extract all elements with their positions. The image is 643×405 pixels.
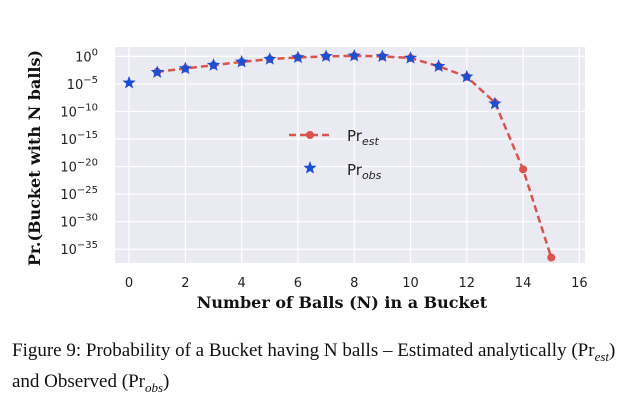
x-tick-label: 16 [571, 276, 588, 291]
series-obs-point [488, 96, 502, 110]
legend: Prest Probs [289, 127, 382, 182]
series-obs-point [263, 52, 277, 65]
legend-est-label: Prest [347, 127, 379, 148]
y-tick-label: 10−10 [60, 102, 98, 120]
legend-obs-star [303, 161, 317, 174]
series [122, 48, 556, 262]
y-axis-title: Pr.(Bucket with N balls) [25, 50, 44, 266]
series-obs-point [347, 48, 361, 62]
y-tick-labels: 100 10−5 10−10 10−15 10−20 10−25 10−30 10−35 [60, 47, 98, 258]
legend-est-marker [306, 131, 314, 139]
x-tick-label: 10 [402, 276, 419, 291]
plot-area [115, 47, 585, 263]
y-tick-label: 10−5 [67, 75, 98, 93]
series-obs-point [460, 69, 474, 83]
series-obs-point [178, 61, 193, 75]
figure-caption: Figure 9: Probability of a Bucket having… [12, 340, 616, 395]
chart: 0 2 4 6 8 10 12 14 16 100 10−5 10−10 10−15 10−20 10−2… [25, 47, 588, 312]
x-tick-label: 6 [294, 276, 302, 291]
legend-obs-label: Probs [347, 161, 382, 182]
series-obs-point [375, 49, 390, 63]
x-tick-label: 4 [238, 276, 246, 291]
x-tick-label: 14 [515, 276, 532, 291]
y-tick-label: 100 [75, 47, 98, 65]
x-axis-title: Number of Balls (N) in a Bucket [197, 293, 488, 312]
y-tick-label: 10−15 [60, 130, 98, 148]
x-tick-label: 8 [350, 276, 358, 291]
series-est-point [519, 165, 528, 174]
x-tick-label: 2 [181, 276, 189, 291]
legend-obs-marker [303, 161, 317, 174]
series-obs-point [150, 65, 164, 79]
series-obs-point [403, 51, 418, 64]
y-tick-label: 10−25 [60, 185, 98, 203]
series-est-point [547, 253, 556, 262]
series-obs-point [206, 58, 221, 71]
y-tick-label: 10−30 [60, 213, 98, 231]
series-obs-point [319, 49, 333, 63]
series-obs-point [291, 50, 305, 64]
series-obs-point [432, 59, 446, 72]
x-tick-labels: 0 2 4 6 8 10 12 14 16 [125, 276, 588, 291]
series-est-line [157, 54, 553, 258]
y-tick-label: 10−20 [60, 158, 98, 176]
series-obs-point [122, 75, 136, 89]
x-tick-label: 12 [459, 276, 476, 291]
x-tick-label: 0 [125, 276, 133, 291]
y-tick-label: 10−35 [60, 240, 98, 258]
series-obs-point [234, 54, 249, 68]
